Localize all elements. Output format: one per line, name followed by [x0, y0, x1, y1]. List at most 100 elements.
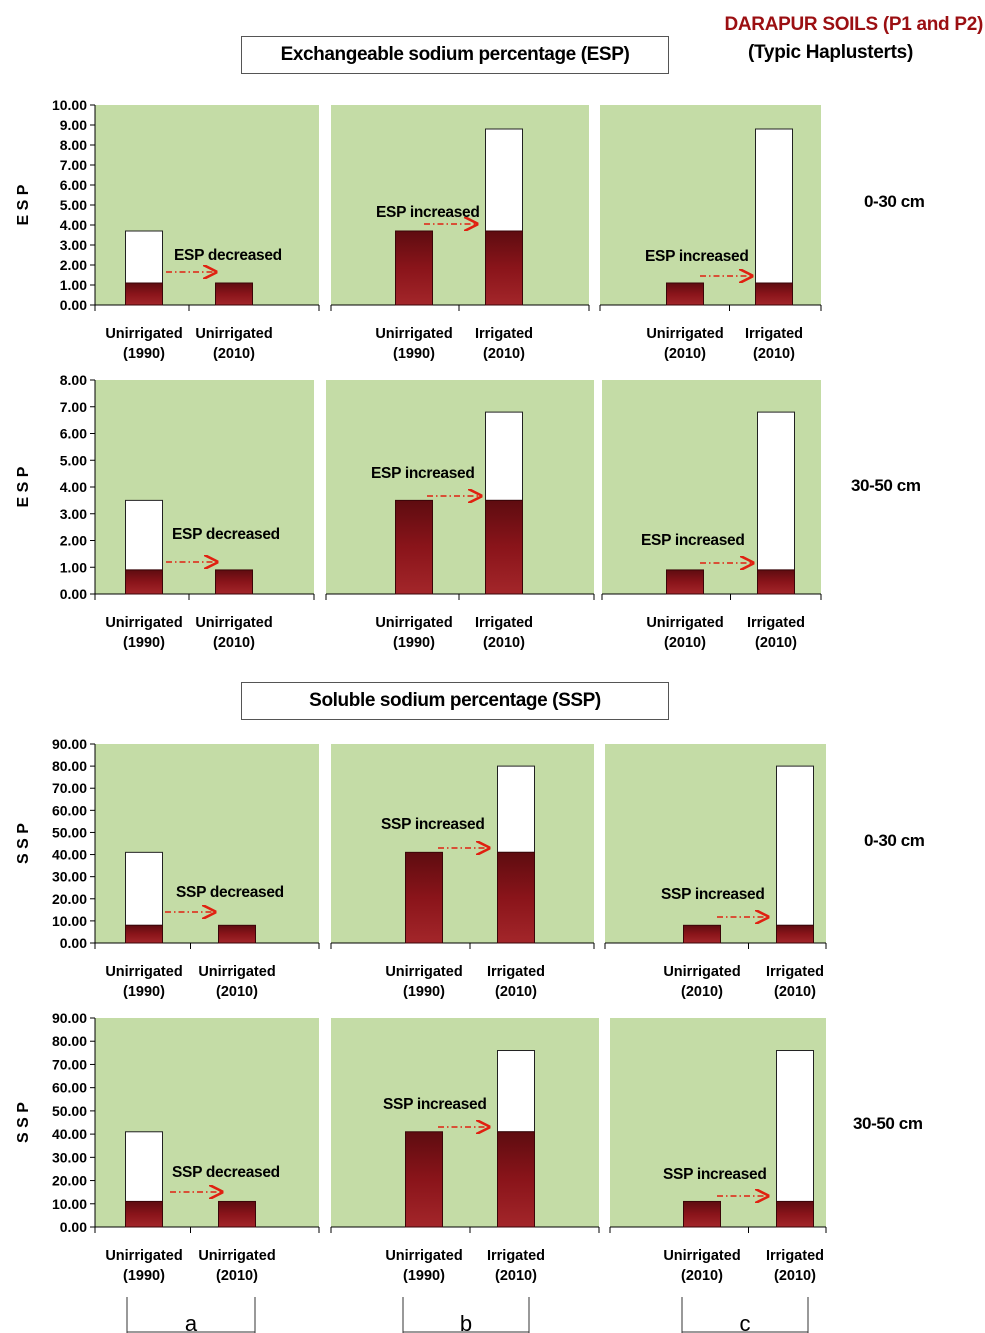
y-tick-label: 7.00: [60, 399, 87, 415]
bar-total: [485, 128, 523, 232]
y-tick-label: 3.00: [60, 237, 87, 253]
y-tick-label: 20.00: [52, 891, 87, 907]
x-category-label: Unirrigated: [385, 1248, 462, 1264]
chart-panel-3a: 0.00 10.00 20.00 30.00 40.00 50.00 60.00 70.00 8…: [15, 736, 320, 1000]
figure-title: DARAPUR SOILS (P1 and P2): [724, 14, 983, 35]
annotation-label: SSP increased: [663, 1166, 767, 1183]
x-category-year: (2010): [213, 346, 255, 362]
bar-base: [757, 569, 795, 595]
x-category-label: Unirrigated: [195, 326, 272, 342]
bar-base: [125, 569, 163, 595]
chart-panel-1b: Unirrigated (1990) Irrigated (2010) ESP incr…: [330, 105, 590, 362]
chart-panels: 0.00 1.00 2.00 3.00 4.00 5.00 6.00 7.00 8.00 9.00…: [15, 97, 827, 1333]
y-tick-label: 10.00: [52, 1196, 87, 1212]
plot-area: [331, 1018, 599, 1227]
chart-panel-1a: 0.00 1.00 2.00 3.00 4.00 5.00 6.00 7.00 8.00 9.00…: [15, 97, 320, 362]
y-tick-label: 0.00: [60, 297, 87, 313]
x-category-year: (1990): [123, 984, 165, 1000]
y-tick-label: 70.00: [52, 780, 87, 796]
column-bracket-c: c: [681, 1297, 809, 1333]
x-category-label: Irrigated: [475, 326, 533, 342]
annotation-label: SSP decreased: [172, 1164, 280, 1181]
bar-total: [125, 230, 163, 284]
ssp-section-title: Soluble sodium percentage (SSP): [241, 682, 669, 720]
bar-total: [125, 1131, 163, 1202]
y-tick-label: 60.00: [52, 802, 87, 818]
annotation-label: ESP increased: [376, 204, 480, 221]
chart-panel-4b: Unirrigated (1990) Irrigated (2010) SSP incr…: [330, 1018, 600, 1284]
x-category-label: Irrigated: [766, 1248, 824, 1264]
esp-section-title: Exchangeable sodium percentage (ESP): [241, 36, 669, 74]
x-category-year: (1990): [123, 635, 165, 651]
y-tick-label: 6.00: [60, 177, 87, 193]
bar-base: [395, 499, 433, 595]
bar-base: [125, 282, 163, 306]
y-axis-label: E S P: [15, 184, 32, 225]
x-category-year: (2010): [753, 346, 795, 362]
bar-base: [125, 1200, 163, 1228]
chart-panel-2b: Unirrigated (1990) Irrigated (2010) ESP incr…: [325, 380, 595, 651]
chart-panel-1c: Unirrigated (2010) Irrigated (2010) ESP incr…: [599, 105, 822, 362]
depth-label-row2: 30-50 cm: [851, 476, 921, 495]
annotation-label: ESP decreased: [174, 247, 282, 264]
bar-base: [755, 282, 793, 306]
bar-base: [405, 1131, 443, 1228]
y-tick-label: 30.00: [52, 869, 87, 885]
chart-panel-2c: Unirrigated (2010) Irrigated (2010) ESP incr…: [601, 380, 822, 651]
figure-subtitle: (Typic Haplusterts): [748, 42, 913, 63]
bar-base: [218, 924, 256, 944]
y-tick-label: 80.00: [52, 1033, 87, 1049]
x-category-label: Unirrigated: [105, 1248, 182, 1264]
y-tick-label: 0.00: [60, 935, 87, 951]
x-category-label: Unirrigated: [646, 615, 723, 631]
bar-base: [215, 569, 253, 595]
column-label: a: [185, 1311, 198, 1333]
x-category-year: (1990): [403, 984, 445, 1000]
y-tick-label: 1.00: [60, 559, 87, 575]
x-category-label: Unirrigated: [375, 326, 452, 342]
y-tick-label: 2.00: [60, 257, 87, 273]
column-bracket-b: b: [402, 1297, 530, 1333]
bar-base: [497, 1131, 535, 1228]
bar-base: [683, 924, 721, 944]
plot-area: [331, 744, 594, 943]
x-category-year: (1990): [123, 346, 165, 362]
y-tick-label: 4.00: [60, 217, 87, 233]
bar-total: [776, 765, 814, 926]
x-category-year: (2010): [664, 346, 706, 362]
bar-total: [125, 851, 163, 926]
x-category-label: Unirrigated: [663, 964, 740, 980]
x-category-year: (2010): [774, 1268, 816, 1284]
column-bracket-a: a: [126, 1297, 256, 1333]
x-category-year: (1990): [123, 1268, 165, 1284]
depth-label-row3: 0-30 cm: [864, 831, 925, 850]
annotation-label: SSP increased: [661, 886, 765, 903]
x-category-year: (2010): [213, 635, 255, 651]
bar-base: [395, 230, 433, 306]
x-category-label: Irrigated: [475, 615, 533, 631]
x-category-label: Unirrigated: [105, 326, 182, 342]
y-tick-label: 8.00: [60, 137, 87, 153]
x-category-label: Irrigated: [487, 964, 545, 980]
y-tick-label: 70.00: [52, 1056, 87, 1072]
annotation-label: SSP increased: [383, 1096, 487, 1113]
bar-base: [405, 851, 443, 944]
bar-total: [497, 765, 535, 853]
y-tick-label: 1.00: [60, 277, 87, 293]
annotation-label: ESP decreased: [172, 526, 280, 543]
bar-total: [757, 411, 795, 571]
bar-total: [485, 411, 523, 501]
annotation-label: ESP increased: [641, 532, 745, 549]
bar-base: [666, 569, 704, 595]
chart-panel-3c: Unirrigated (2010) Irrigated (2010) SSP incr…: [604, 744, 827, 1000]
bar-base: [776, 1200, 814, 1228]
depth-label-row4: 30-50 cm: [853, 1114, 923, 1133]
x-category-year: (2010): [495, 984, 537, 1000]
x-category-year: (2010): [664, 635, 706, 651]
x-category-label: Irrigated: [747, 615, 805, 631]
y-tick-label: 60.00: [52, 1080, 87, 1096]
y-tick-label: 10.00: [52, 913, 87, 929]
y-tick-label: 7.00: [60, 157, 87, 173]
bar-base: [485, 230, 523, 306]
